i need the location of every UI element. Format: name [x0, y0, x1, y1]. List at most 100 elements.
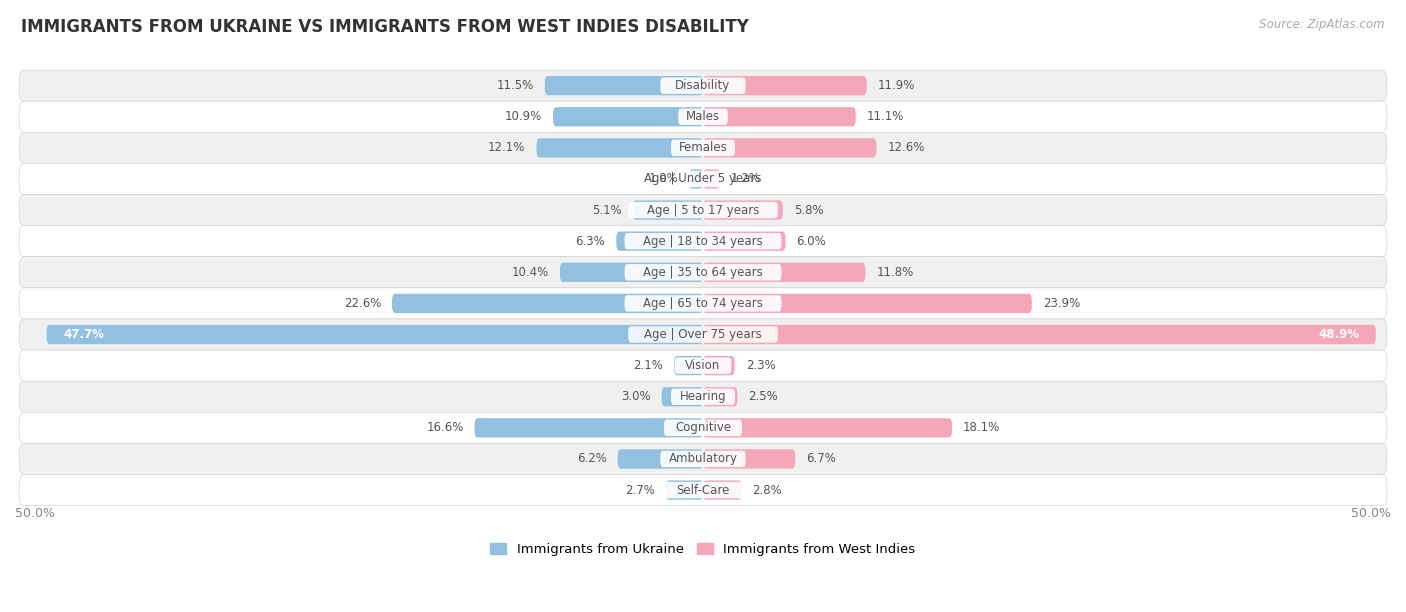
FancyBboxPatch shape	[628, 202, 778, 218]
Text: 6.2%: 6.2%	[576, 452, 606, 466]
Text: 10.9%: 10.9%	[505, 110, 541, 123]
Text: 12.1%: 12.1%	[488, 141, 526, 154]
FancyBboxPatch shape	[662, 387, 703, 406]
Text: 2.7%: 2.7%	[624, 483, 655, 496]
FancyBboxPatch shape	[544, 76, 703, 95]
FancyBboxPatch shape	[703, 263, 865, 282]
Text: Males: Males	[686, 110, 720, 123]
FancyBboxPatch shape	[661, 451, 745, 467]
FancyBboxPatch shape	[46, 325, 703, 344]
Text: Females: Females	[679, 141, 727, 154]
Text: 16.6%: 16.6%	[426, 421, 464, 435]
FancyBboxPatch shape	[628, 326, 778, 343]
FancyBboxPatch shape	[703, 294, 1032, 313]
FancyBboxPatch shape	[664, 482, 742, 498]
Text: 2.8%: 2.8%	[752, 483, 782, 496]
Legend: Immigrants from Ukraine, Immigrants from West Indies: Immigrants from Ukraine, Immigrants from…	[491, 543, 915, 556]
FancyBboxPatch shape	[703, 387, 737, 406]
Text: Age | 35 to 64 years: Age | 35 to 64 years	[643, 266, 763, 279]
FancyBboxPatch shape	[20, 381, 1386, 412]
Text: 22.6%: 22.6%	[343, 297, 381, 310]
Text: 11.1%: 11.1%	[866, 110, 904, 123]
FancyBboxPatch shape	[20, 70, 1386, 101]
Text: Vision: Vision	[685, 359, 721, 372]
Text: Source: ZipAtlas.com: Source: ZipAtlas.com	[1260, 18, 1385, 31]
FancyBboxPatch shape	[20, 474, 1386, 506]
Text: 6.0%: 6.0%	[797, 234, 827, 248]
FancyBboxPatch shape	[20, 350, 1386, 381]
FancyBboxPatch shape	[20, 444, 1386, 474]
FancyBboxPatch shape	[553, 107, 703, 127]
FancyBboxPatch shape	[624, 295, 782, 312]
FancyBboxPatch shape	[671, 140, 735, 156]
Text: Age | 5 to 17 years: Age | 5 to 17 years	[647, 204, 759, 217]
FancyBboxPatch shape	[675, 357, 731, 374]
FancyBboxPatch shape	[703, 76, 866, 95]
Text: 50.0%: 50.0%	[1351, 507, 1391, 520]
Text: Hearing: Hearing	[679, 390, 727, 403]
FancyBboxPatch shape	[624, 233, 782, 249]
FancyBboxPatch shape	[703, 231, 786, 251]
FancyBboxPatch shape	[628, 171, 778, 187]
FancyBboxPatch shape	[560, 263, 703, 282]
FancyBboxPatch shape	[689, 170, 703, 188]
Text: 6.7%: 6.7%	[806, 452, 837, 466]
Text: 6.3%: 6.3%	[575, 234, 606, 248]
Text: 1.0%: 1.0%	[648, 173, 678, 185]
FancyBboxPatch shape	[703, 449, 796, 469]
FancyBboxPatch shape	[673, 356, 703, 375]
FancyBboxPatch shape	[703, 480, 741, 500]
FancyBboxPatch shape	[537, 138, 703, 157]
Text: Age | 65 to 74 years: Age | 65 to 74 years	[643, 297, 763, 310]
FancyBboxPatch shape	[671, 389, 735, 405]
FancyBboxPatch shape	[703, 325, 1376, 344]
Text: Disability: Disability	[675, 79, 731, 92]
FancyBboxPatch shape	[661, 78, 745, 94]
Text: 11.5%: 11.5%	[496, 79, 534, 92]
FancyBboxPatch shape	[20, 132, 1386, 163]
Text: 2.3%: 2.3%	[745, 359, 775, 372]
FancyBboxPatch shape	[20, 412, 1386, 444]
Text: Age | Under 5 years: Age | Under 5 years	[644, 173, 762, 185]
Text: 5.8%: 5.8%	[794, 204, 824, 217]
Text: 48.9%: 48.9%	[1319, 328, 1360, 341]
FancyBboxPatch shape	[20, 319, 1386, 350]
Text: 1.2%: 1.2%	[731, 173, 761, 185]
FancyBboxPatch shape	[475, 418, 703, 438]
FancyBboxPatch shape	[617, 449, 703, 469]
FancyBboxPatch shape	[20, 195, 1386, 226]
FancyBboxPatch shape	[20, 288, 1386, 319]
Text: 3.0%: 3.0%	[621, 390, 651, 403]
Text: 18.1%: 18.1%	[963, 421, 1000, 435]
FancyBboxPatch shape	[20, 257, 1386, 288]
Text: 11.8%: 11.8%	[876, 266, 914, 279]
FancyBboxPatch shape	[703, 170, 720, 188]
Text: 11.9%: 11.9%	[877, 79, 915, 92]
Text: Cognitive: Cognitive	[675, 421, 731, 435]
FancyBboxPatch shape	[624, 264, 782, 280]
FancyBboxPatch shape	[703, 200, 783, 220]
Text: Age | 18 to 34 years: Age | 18 to 34 years	[643, 234, 763, 248]
Text: 23.9%: 23.9%	[1043, 297, 1080, 310]
FancyBboxPatch shape	[703, 356, 735, 375]
FancyBboxPatch shape	[666, 480, 703, 500]
FancyBboxPatch shape	[633, 200, 703, 220]
Text: 5.1%: 5.1%	[592, 204, 621, 217]
FancyBboxPatch shape	[703, 107, 856, 127]
FancyBboxPatch shape	[678, 108, 728, 125]
Text: 50.0%: 50.0%	[15, 507, 55, 520]
Text: 12.6%: 12.6%	[887, 141, 925, 154]
FancyBboxPatch shape	[20, 226, 1386, 257]
FancyBboxPatch shape	[664, 420, 742, 436]
FancyBboxPatch shape	[616, 231, 703, 251]
Text: 47.7%: 47.7%	[63, 328, 104, 341]
Text: Ambulatory: Ambulatory	[668, 452, 738, 466]
Text: 2.1%: 2.1%	[633, 359, 664, 372]
FancyBboxPatch shape	[20, 163, 1386, 195]
Text: 2.5%: 2.5%	[748, 390, 778, 403]
Text: 10.4%: 10.4%	[512, 266, 548, 279]
Text: Self-Care: Self-Care	[676, 483, 730, 496]
FancyBboxPatch shape	[20, 101, 1386, 132]
FancyBboxPatch shape	[703, 138, 876, 157]
FancyBboxPatch shape	[392, 294, 703, 313]
